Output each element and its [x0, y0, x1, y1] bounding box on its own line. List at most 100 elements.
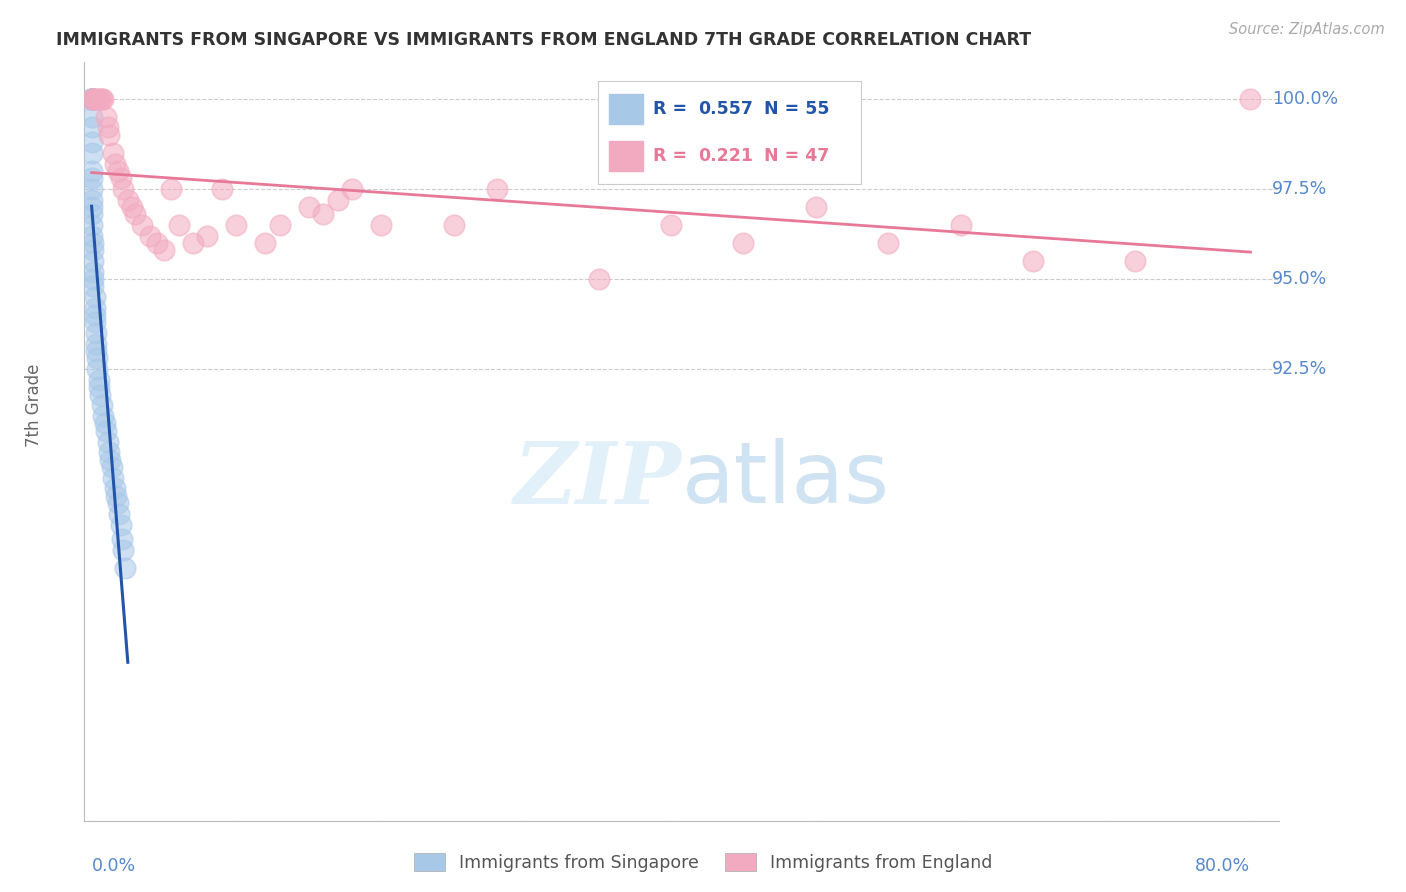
Text: 100.0%: 100.0%	[1272, 89, 1339, 108]
Point	[1123, 254, 1146, 268]
Point	[80, 91, 103, 105]
Point	[949, 218, 972, 232]
Point	[131, 218, 153, 232]
Point	[877, 235, 900, 250]
Point	[94, 424, 117, 438]
Point	[104, 156, 127, 170]
Text: 95.0%: 95.0%	[1272, 270, 1327, 288]
Point	[103, 470, 125, 484]
Text: IMMIGRANTS FROM SINGAPORE VS IMMIGRANTS FROM ENGLAND 7TH GRADE CORRELATION CHART: IMMIGRANTS FROM SINGAPORE VS IMMIGRANTS …	[56, 31, 1032, 49]
Point	[80, 91, 103, 105]
Point	[87, 380, 110, 394]
Point	[104, 482, 127, 496]
Point	[138, 228, 160, 243]
Point	[225, 218, 247, 232]
Point	[160, 182, 183, 196]
Point	[80, 91, 103, 105]
Text: Source: ZipAtlas.com: Source: ZipAtlas.com	[1229, 22, 1385, 37]
Point	[588, 272, 610, 286]
Point	[326, 193, 349, 207]
Point	[80, 91, 103, 105]
Point	[98, 128, 121, 142]
Text: 92.5%: 92.5%	[1272, 360, 1327, 378]
Text: 80.0%: 80.0%	[1195, 856, 1250, 875]
Point	[111, 532, 134, 546]
Point	[82, 265, 104, 279]
Point	[108, 507, 131, 521]
Point	[82, 272, 104, 286]
Point	[1239, 91, 1261, 105]
Point	[82, 279, 104, 293]
Point	[91, 91, 114, 105]
Point	[103, 145, 125, 160]
Point	[80, 171, 103, 186]
Point	[1022, 254, 1045, 268]
Point	[342, 182, 364, 196]
Point	[96, 120, 118, 135]
Point	[86, 362, 108, 376]
Point	[87, 91, 110, 105]
Point	[83, 91, 105, 105]
Point	[89, 91, 111, 105]
Text: atlas: atlas	[682, 438, 890, 521]
Point	[80, 110, 103, 124]
Point	[82, 91, 104, 105]
Point	[80, 120, 103, 135]
Point	[370, 218, 392, 232]
Legend: Immigrants from Singapore, Immigrants from England: Immigrants from Singapore, Immigrants fr…	[406, 847, 1000, 879]
Point	[117, 193, 139, 207]
Point	[80, 91, 103, 105]
Text: 97.5%: 97.5%	[1272, 180, 1327, 198]
Point	[80, 228, 103, 243]
Point	[83, 308, 105, 322]
Point	[110, 517, 132, 532]
Point	[96, 434, 118, 449]
Point	[83, 315, 105, 329]
Point	[94, 110, 117, 124]
Point	[107, 496, 129, 510]
Point	[93, 417, 115, 431]
Point	[84, 344, 107, 359]
Point	[89, 387, 111, 401]
Point	[80, 163, 103, 178]
Point	[82, 243, 104, 257]
Point	[80, 135, 103, 149]
Point	[107, 163, 129, 178]
Point	[101, 459, 124, 474]
Point	[80, 91, 103, 105]
Point	[112, 542, 135, 557]
Point	[486, 182, 509, 196]
Point	[80, 91, 103, 105]
Point	[312, 207, 335, 221]
Point	[84, 91, 107, 105]
Point	[90, 399, 112, 413]
Point	[153, 243, 176, 257]
Point	[83, 290, 105, 304]
Point	[181, 235, 204, 250]
Point	[659, 218, 682, 232]
Point	[269, 218, 291, 232]
Point	[83, 301, 105, 315]
Point	[733, 235, 755, 250]
Point	[80, 200, 103, 214]
Point	[211, 182, 233, 196]
Point	[197, 228, 219, 243]
Point	[80, 145, 103, 160]
Point	[121, 200, 143, 214]
Point	[86, 351, 108, 366]
Point	[82, 235, 104, 250]
Point	[80, 91, 103, 105]
Point	[87, 373, 110, 387]
Point	[254, 235, 277, 250]
Point	[84, 337, 107, 351]
Point	[298, 200, 321, 214]
Point	[100, 452, 122, 467]
Point	[804, 200, 827, 214]
Point	[167, 218, 190, 232]
Point	[112, 182, 135, 196]
Point	[443, 218, 465, 232]
Point	[114, 561, 136, 575]
Text: ZIP: ZIP	[515, 438, 682, 521]
Point	[80, 207, 103, 221]
Point	[82, 254, 104, 268]
